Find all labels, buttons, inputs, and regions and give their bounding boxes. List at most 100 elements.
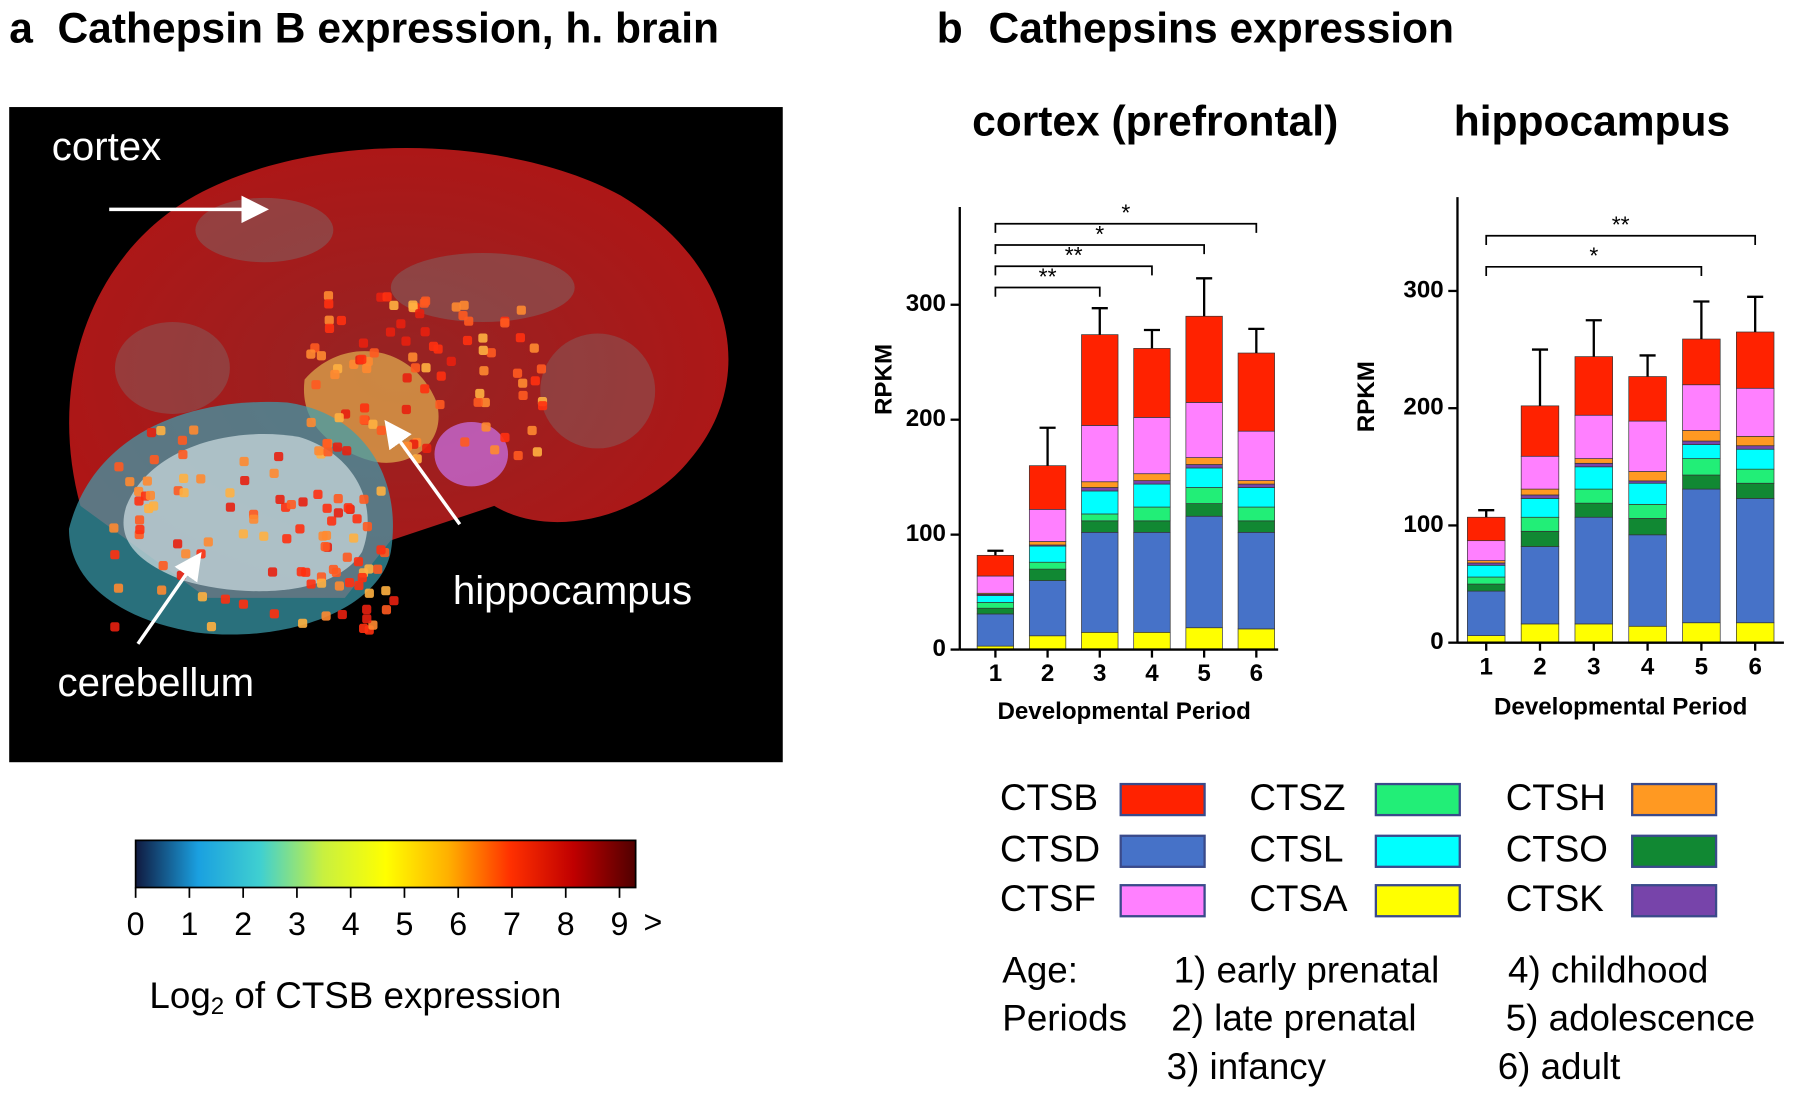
bar-segment: CTSA xyxy=(1081,631,1119,650)
expression-dot xyxy=(314,446,324,456)
bar-segment: CTSH xyxy=(1081,481,1119,488)
significance-bracket xyxy=(1485,265,1703,277)
bar-segment: CTSF xyxy=(1735,387,1775,437)
bar-segment: CTSD xyxy=(1735,498,1775,624)
expression-dot xyxy=(181,549,191,559)
bar-segment: CTSH xyxy=(1682,430,1721,442)
expression-dot xyxy=(327,516,337,526)
expression-dot xyxy=(490,445,500,455)
expression-dot xyxy=(330,369,340,380)
expression-dot xyxy=(382,292,392,302)
y-axis-label: RPKM xyxy=(870,344,897,415)
label-subscript: 2 xyxy=(211,994,224,1021)
x-tick-label: 4 xyxy=(1145,660,1159,687)
expression-dot xyxy=(298,497,308,507)
legend-swatch xyxy=(1631,834,1718,868)
expression-dot xyxy=(179,473,189,484)
expression-dot xyxy=(113,583,124,593)
expression-dot xyxy=(324,323,335,333)
expression-dot xyxy=(368,419,378,429)
expression-dot xyxy=(328,564,339,575)
bar-segment: CTSD xyxy=(1574,516,1613,625)
bar-segment: CTSO xyxy=(1628,518,1667,536)
expression-dot xyxy=(135,524,145,535)
expression-dot xyxy=(177,435,188,445)
bar-segment: CTSB xyxy=(1735,331,1775,389)
bar-segment: CTSK xyxy=(1081,487,1119,492)
expression-dot xyxy=(478,333,488,343)
expression-dot xyxy=(359,494,369,504)
panel-letter: a xyxy=(9,5,33,52)
expression-dot xyxy=(282,534,292,544)
expression-dot xyxy=(475,388,485,399)
bar-segment: CTSA xyxy=(1574,623,1613,644)
x-axis-label: Developmental Period xyxy=(1494,694,1747,721)
y-tick-label: 200 xyxy=(906,405,946,432)
x-axis-label: Developmental Period xyxy=(997,698,1250,725)
bar-segment: CTSB xyxy=(1237,352,1275,432)
significance-bracket xyxy=(994,222,1258,233)
x-tick-label: 3 xyxy=(1587,653,1600,680)
error-bar xyxy=(987,549,1004,556)
bar-segment: CTSF xyxy=(1028,508,1067,542)
bar-segment: CTSH xyxy=(1185,457,1223,465)
expression-dot xyxy=(500,318,510,328)
expression-dot xyxy=(352,514,362,524)
legend-swatch xyxy=(1631,782,1718,817)
expression-dot xyxy=(322,438,332,449)
bar-segment: CTSH xyxy=(1467,560,1506,564)
y-axis-label: RPKM xyxy=(1353,361,1380,432)
expression-dot xyxy=(364,588,374,598)
expression-dot xyxy=(516,305,526,315)
label-text: Log xyxy=(149,975,210,1016)
expression-dot xyxy=(402,373,412,383)
expression-dot xyxy=(344,578,355,588)
bar-segment: CTSF xyxy=(1682,384,1721,431)
expression-dot xyxy=(269,468,279,478)
legend-swatch xyxy=(1119,884,1206,918)
significance-bracket xyxy=(994,265,1153,276)
expression-dot xyxy=(389,596,399,606)
colorbar-tick-label: 5 xyxy=(395,906,413,942)
bar-segment: CTSL xyxy=(1237,487,1275,508)
expression-dot xyxy=(408,300,418,310)
x-tick-label: 4 xyxy=(1641,653,1655,680)
expression-dot xyxy=(313,489,323,499)
bar-segment: CTSB xyxy=(1628,376,1667,422)
expression-dot xyxy=(362,614,372,624)
expression-dot xyxy=(401,404,411,415)
bar-segment: CTSO xyxy=(1467,583,1506,592)
colorbar-overflow-label: > xyxy=(643,904,662,940)
bar-segment: CTSA xyxy=(1628,625,1667,644)
expression-dot xyxy=(480,397,490,408)
expression-dot xyxy=(286,499,296,510)
expression-dot xyxy=(225,488,235,498)
bar-segment: CTSB xyxy=(1081,334,1119,426)
expression-dot xyxy=(376,545,386,555)
bar-segment: CTSD xyxy=(1028,580,1067,637)
expression-dot xyxy=(420,327,430,337)
error-bar xyxy=(1248,327,1265,354)
expression-dot xyxy=(324,299,334,309)
expression-dot xyxy=(401,336,411,346)
bar-segment: CTSK xyxy=(1735,445,1775,450)
expression-dot xyxy=(323,291,334,301)
expression-dot xyxy=(481,422,491,432)
expression-dot xyxy=(269,609,279,619)
region-label: cortex xyxy=(52,124,162,169)
colorbar-tick-label: 9 xyxy=(611,906,629,942)
expression-dot xyxy=(410,363,420,373)
expression-dot xyxy=(342,552,352,562)
expression-dot xyxy=(532,447,542,457)
error-bar xyxy=(1531,348,1549,406)
bar-segment: CTSL xyxy=(1735,448,1775,470)
panel-letter: b xyxy=(937,5,963,52)
expression-dot xyxy=(203,537,213,547)
expression-dot xyxy=(206,622,217,632)
age-item: 1) early prenatal xyxy=(1174,949,1440,990)
bar-segment: CTSK xyxy=(1133,480,1171,485)
expression-dot xyxy=(197,592,208,602)
expression-dot xyxy=(274,451,284,462)
expression-dot xyxy=(196,549,206,559)
y-tick-label: 0 xyxy=(933,635,946,662)
